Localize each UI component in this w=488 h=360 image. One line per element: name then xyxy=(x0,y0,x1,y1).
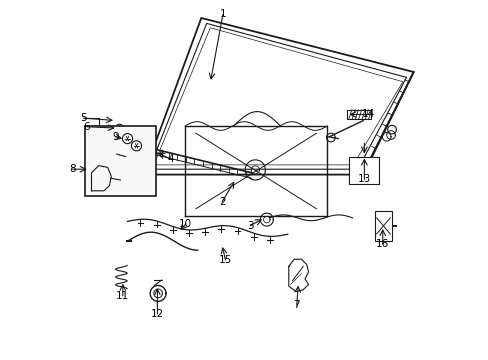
Text: 11: 11 xyxy=(116,291,129,301)
Text: 7: 7 xyxy=(293,300,300,310)
Text: 9: 9 xyxy=(112,132,119,142)
Bar xyxy=(85,126,155,196)
Bar xyxy=(346,110,370,119)
Bar xyxy=(348,157,379,184)
Text: 8: 8 xyxy=(69,164,76,174)
Text: 3: 3 xyxy=(246,221,253,231)
Text: 16: 16 xyxy=(375,239,388,249)
Text: 1: 1 xyxy=(219,9,226,19)
Text: 15: 15 xyxy=(218,255,232,265)
Text: 14: 14 xyxy=(361,109,375,120)
Text: 13: 13 xyxy=(357,174,370,184)
Text: 12: 12 xyxy=(150,309,163,319)
Text: 5: 5 xyxy=(80,113,87,123)
Text: 6: 6 xyxy=(83,122,90,132)
Text: 4: 4 xyxy=(167,154,174,164)
Text: 2: 2 xyxy=(219,197,225,207)
Bar xyxy=(374,211,391,241)
Text: 10: 10 xyxy=(179,219,192,229)
